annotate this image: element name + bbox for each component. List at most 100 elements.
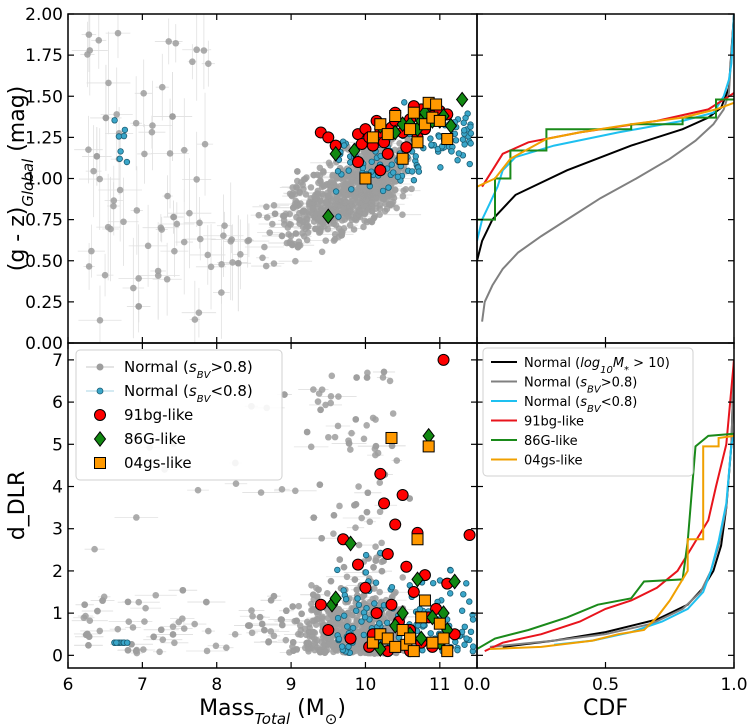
normal-point [292, 487, 299, 495]
normal-lowsbv-point [123, 158, 131, 166]
normal-point [278, 616, 285, 623]
normal-lowsbv-point [116, 155, 123, 162]
point-04gs-like [437, 632, 450, 645]
normal-point [340, 563, 348, 571]
normal-point [283, 239, 291, 247]
normal-point [101, 271, 109, 279]
normal-point [376, 588, 383, 596]
normal-lowsbv-point [120, 132, 128, 140]
normal-point [85, 641, 92, 649]
normal-lowsbv-point [401, 99, 408, 106]
normal-lowsbv-point [461, 641, 468, 648]
y-axis-label-ddlr: d_DLR [5, 471, 30, 540]
y-tick-label: 1.75 [25, 46, 63, 66]
normal-point [95, 37, 103, 44]
normal-point [297, 631, 305, 638]
normal-lowsbv-point [361, 614, 369, 621]
normal-point [85, 146, 92, 153]
legend-marker [93, 431, 107, 447]
normal-lowsbv-point [335, 213, 342, 220]
normal-point [335, 393, 342, 400]
normal-point [296, 189, 304, 197]
normal-point [372, 557, 380, 564]
normal-point [393, 204, 400, 212]
normal-point [173, 220, 181, 228]
normal-lowsbv-point [334, 614, 342, 622]
normal-lowsbv-point [353, 607, 360, 614]
normal-point [343, 573, 351, 581]
normal-point [330, 511, 338, 519]
normal-point [366, 518, 374, 526]
point-86G-like [448, 573, 461, 590]
normal-point [371, 585, 378, 592]
normal-lowsbv-point [344, 623, 351, 630]
legend-label: Normal (sBV<0.8) [524, 395, 637, 415]
normal-point [350, 226, 358, 233]
normal-point [323, 590, 331, 597]
point-91bg-like [381, 147, 394, 160]
normal-point [150, 633, 157, 641]
normal-point [186, 209, 193, 217]
normal-lowsbv-point [117, 148, 124, 155]
normal-lowsbv-point [383, 619, 391, 627]
y-tick-label: 0.00 [25, 334, 63, 354]
normal-point [133, 207, 141, 214]
normal-point [317, 197, 324, 204]
normal-lowsbv-point [335, 635, 343, 643]
normal-point [278, 485, 286, 493]
point-04gs-like [422, 440, 435, 453]
normal-lowsbv-point [348, 186, 355, 193]
normal-point [116, 186, 124, 194]
normal-point [282, 636, 290, 644]
normal-point [125, 618, 133, 625]
normal-point [287, 221, 295, 228]
normal-point [318, 248, 326, 256]
normal-point [270, 632, 278, 640]
point-91bg-like [381, 548, 394, 561]
y-tick-label: 1 [52, 604, 63, 624]
y-tick-label: 1.50 [25, 87, 63, 107]
normal-point [249, 612, 256, 620]
normal-lowsbv-point [469, 643, 477, 650]
normal-point [218, 289, 225, 296]
legend-box [482, 347, 694, 477]
normal-point [303, 428, 311, 436]
normal-lowsbv-point [467, 130, 475, 137]
normal-point [327, 399, 334, 407]
normal-point [169, 623, 177, 630]
normal-point [347, 446, 354, 453]
normal-point [315, 586, 322, 593]
normal-point [318, 205, 325, 213]
normal-point [378, 567, 386, 575]
normal-lowsbv-point [362, 569, 370, 576]
normal-lowsbv-point [121, 126, 129, 134]
normal-point [312, 621, 320, 629]
normal-point [353, 586, 361, 594]
normal-point [351, 576, 359, 583]
normal-point [314, 187, 322, 195]
point-91bg-like [437, 353, 450, 366]
normal-point [132, 119, 140, 127]
point-04gs-like [359, 172, 372, 185]
legend-label: Normal (sBV<0.8) [124, 382, 253, 405]
normal-point [180, 625, 188, 632]
y-tick-label: 1.00 [25, 170, 63, 190]
normal-lowsbv-point [371, 600, 378, 607]
normal-point [256, 613, 264, 621]
normal-lowsbv-point [334, 168, 342, 175]
normal-point [163, 275, 171, 283]
normal-point [334, 202, 342, 210]
normal-lowsbv-point [345, 167, 352, 174]
normal-lowsbv-point [458, 607, 466, 614]
normal-point [316, 481, 324, 488]
normal-point [346, 221, 354, 229]
y-axis-label-color: (g - z)Global (mag) [5, 86, 37, 272]
normal-point [266, 229, 274, 236]
axes-frame-top-right [476, 13, 735, 344]
normal-point [339, 176, 346, 184]
point-04gs-like [418, 594, 431, 607]
legend-label: 91bg-like [124, 406, 193, 424]
normal-point [386, 377, 394, 385]
normal-point [388, 442, 396, 450]
normal-point [310, 514, 318, 521]
